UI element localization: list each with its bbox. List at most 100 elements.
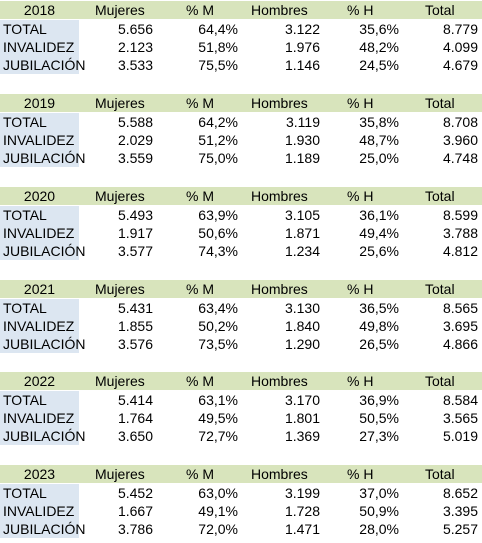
value-cell: 5.431 <box>117 300 153 316</box>
table-row: INVALIDEZ 1.917 50,6% 1.871 49,4% 3.788 <box>0 224 482 242</box>
year-header-cell: 2018 <box>23 2 56 18</box>
table-row: TOTAL 5.656 64,4% 3.122 35,6% 8.779 <box>0 20 482 38</box>
column-header: Mujeres <box>95 95 145 111</box>
value-cell: 8.708 <box>442 114 478 130</box>
column-header: % H <box>347 373 374 389</box>
table-row: TOTAL 5.452 63,0% 3.199 37,0% 8.652 <box>0 484 482 502</box>
table-row: INVALIDEZ 1.855 50,2% 1.840 49,8% 3.695 <box>0 317 482 335</box>
row-label-cell: TOTAL <box>0 391 79 409</box>
value-cell: 48,7% <box>359 132 399 148</box>
value-cell: 35,8% <box>359 114 399 130</box>
column-header: % M <box>186 2 214 18</box>
table-row: JUBILACIÓN 3.533 75,5% 1.146 24,5% 4.679 <box>0 56 482 74</box>
value-cell: 3.119 <box>286 114 320 130</box>
value-cell: 5.414 <box>117 392 153 408</box>
column-header: Mujeres <box>95 281 145 297</box>
value-cell: 3.960 <box>442 132 478 148</box>
column-header: Total <box>425 373 455 389</box>
value-cell: 1.189 <box>284 150 320 166</box>
value-cell: 49,8% <box>359 318 399 334</box>
table-row: JUBILACIÓN 3.650 72,7% 1.369 27,3% 5.019 <box>0 427 482 445</box>
column-header: % M <box>186 281 214 297</box>
value-cell: 1.976 <box>284 39 320 55</box>
row-label-cell: JUBILACIÓN <box>0 335 85 353</box>
column-header: Hombres <box>251 188 308 204</box>
value-cell: 3.788 <box>442 225 478 241</box>
value-cell: 36,1% <box>359 207 399 223</box>
column-header: Total <box>425 188 455 204</box>
column-header: Total <box>425 281 455 297</box>
row-label-cell: JUBILACIÓN <box>0 149 85 167</box>
table-header-row: 2020 Mujeres % M Hombres % H Total <box>0 187 482 205</box>
value-cell: 5.019 <box>442 428 478 444</box>
value-cell: 35,6% <box>359 21 399 37</box>
value-cell: 3.533 <box>117 57 153 73</box>
value-cell: 63,0% <box>198 485 238 501</box>
value-cell: 3.130 <box>284 300 320 316</box>
value-cell: 1.146 <box>284 57 320 73</box>
value-cell: 63,4% <box>198 300 238 316</box>
value-cell: 75,0% <box>198 150 238 166</box>
table-header-row: 2022 Mujeres % M Hombres % H Total <box>0 372 482 390</box>
column-header: % M <box>186 95 214 111</box>
value-cell: 49,5% <box>198 410 238 426</box>
year-header-cell: 2019 <box>23 95 56 111</box>
year-header-cell: 2022 <box>23 373 56 389</box>
year-header-cell: 2023 <box>23 466 56 482</box>
column-header: Mujeres <box>95 373 145 389</box>
value-cell: 1.930 <box>284 132 320 148</box>
value-cell: 8.584 <box>442 392 478 408</box>
table-row: TOTAL 5.588 64,2% 3.119 35,8% 8.708 <box>0 113 482 131</box>
value-cell: 64,4% <box>198 21 238 37</box>
value-cell: 48,2% <box>359 39 399 55</box>
table-header-row: 2023 Mujeres % M Hombres % H Total <box>0 465 482 483</box>
value-cell: 3.695 <box>442 318 478 334</box>
value-cell: 3.199 <box>284 485 320 501</box>
value-cell: 1.871 <box>284 225 320 241</box>
value-cell: 50,6% <box>198 225 238 241</box>
value-cell: 37,0% <box>359 485 399 501</box>
table-row: JUBILACIÓN 3.577 74,3% 1.234 25,6% 4.812 <box>0 242 482 260</box>
column-header: Total <box>425 466 455 482</box>
value-cell: 1.234 <box>284 243 320 259</box>
column-header: % H <box>347 188 374 204</box>
row-label-cell: JUBILACIÓN <box>0 520 85 538</box>
table-row: JUBILACIÓN 3.786 72,0% 1.471 28,0% 5.257 <box>0 520 482 538</box>
value-cell: 2.029 <box>117 132 153 148</box>
value-cell: 4.812 <box>442 243 478 259</box>
value-cell: 3.170 <box>284 392 320 408</box>
row-label-cell: INVALIDEZ <box>0 131 79 149</box>
column-header: % M <box>186 373 214 389</box>
value-cell: 8.652 <box>442 485 478 501</box>
column-header: Hombres <box>251 373 308 389</box>
value-cell: 26,5% <box>359 336 399 352</box>
value-cell: 72,0% <box>198 521 238 537</box>
column-header: Mujeres <box>95 466 145 482</box>
column-header: Hombres <box>251 466 308 482</box>
row-label-cell: JUBILACIÓN <box>0 242 85 260</box>
row-label-cell: TOTAL <box>0 484 79 502</box>
value-cell: 72,7% <box>198 428 238 444</box>
value-cell: 36,5% <box>359 300 399 316</box>
column-header: % H <box>347 466 374 482</box>
value-cell: 63,9% <box>198 207 238 223</box>
column-header: % H <box>347 281 374 297</box>
value-cell: 63,1% <box>198 392 238 408</box>
column-header: % M <box>186 188 214 204</box>
row-label-cell: TOTAL <box>0 206 79 224</box>
value-cell: 1.764 <box>117 410 153 426</box>
value-cell: 3.105 <box>284 207 320 223</box>
table-row: TOTAL 5.431 63,4% 3.130 36,5% 8.565 <box>0 299 482 317</box>
value-cell: 74,3% <box>198 243 238 259</box>
table-header-row: 2019 Mujeres % M Hombres % H Total <box>0 94 482 112</box>
value-cell: 3.786 <box>117 521 153 537</box>
value-cell: 1.801 <box>284 410 320 426</box>
value-cell: 3.650 <box>117 428 153 444</box>
table-row: INVALIDEZ 1.764 49,5% 1.801 50,5% 3.565 <box>0 409 482 427</box>
value-cell: 49,4% <box>359 225 399 241</box>
column-header: Hombres <box>251 2 308 18</box>
value-cell: 51,8% <box>198 39 238 55</box>
table-row: TOTAL 5.493 63,9% 3.105 36,1% 8.599 <box>0 206 482 224</box>
value-cell: 5.588 <box>117 114 153 130</box>
value-cell: 64,2% <box>198 114 238 130</box>
